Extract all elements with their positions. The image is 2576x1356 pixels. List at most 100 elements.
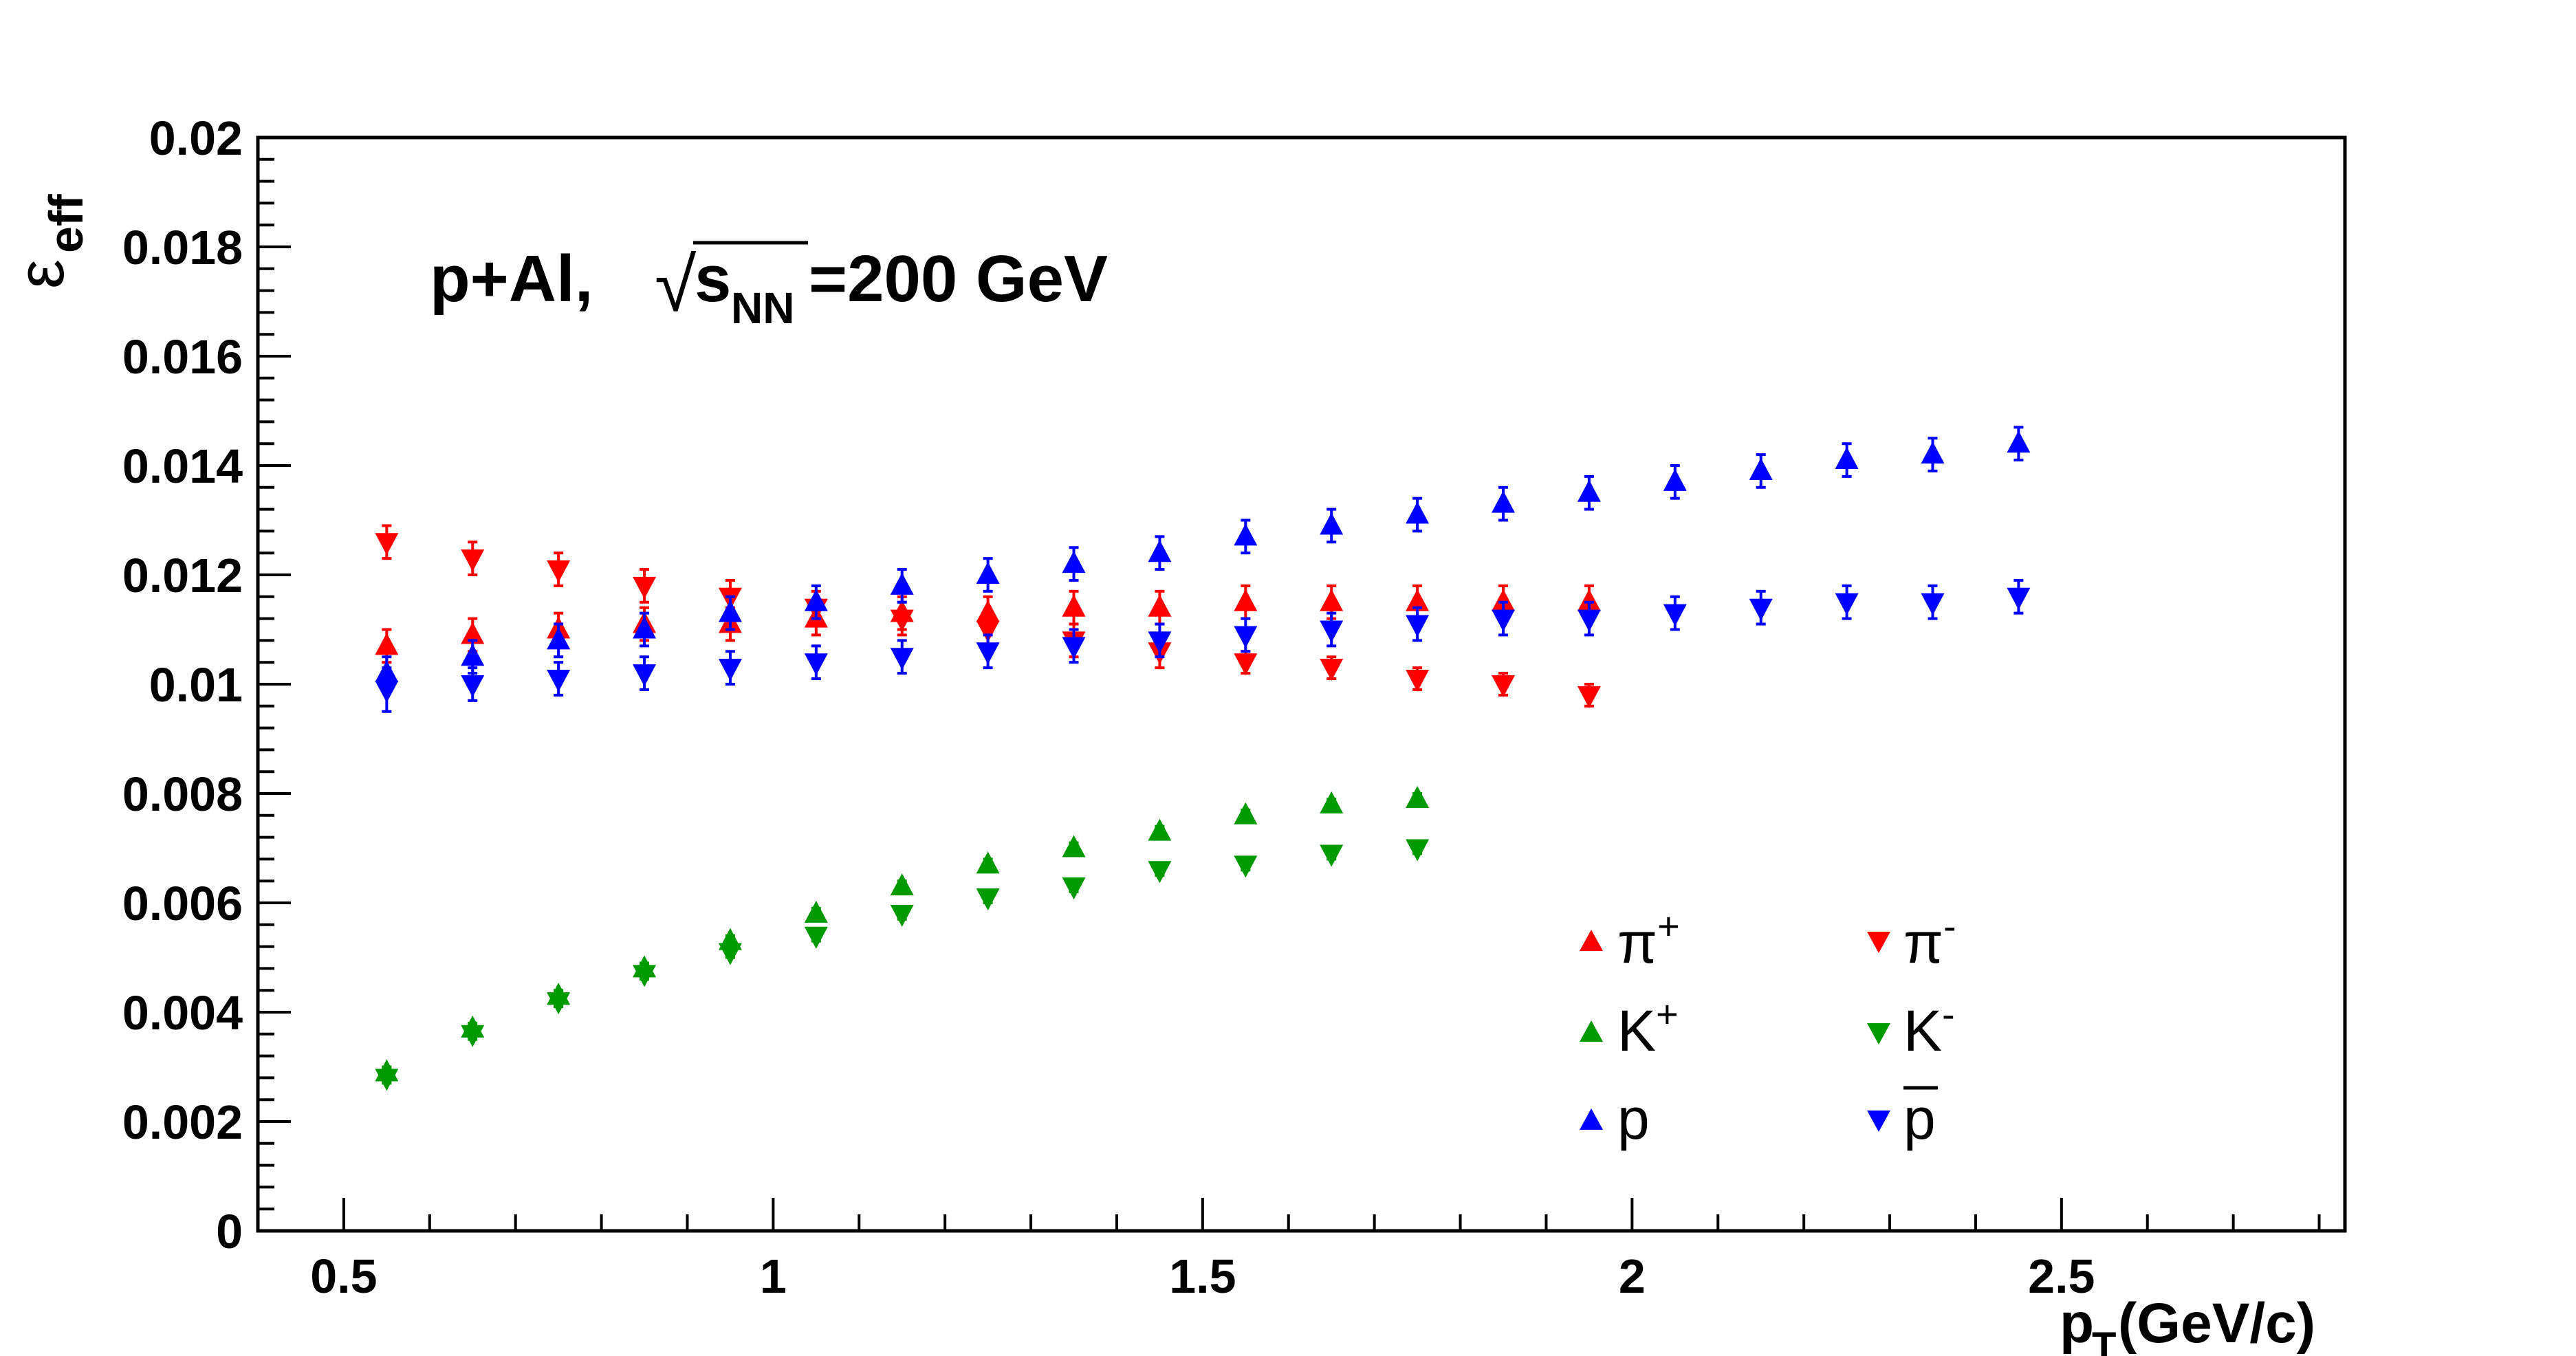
svg-text:p+Al,: p+Al, bbox=[430, 242, 593, 316]
data-point-k-plus bbox=[890, 873, 914, 896]
data-point-k-minus bbox=[1062, 877, 1086, 900]
data-point-antiproton bbox=[633, 664, 657, 687]
data-point-pi-plus bbox=[1148, 594, 1172, 617]
legend-marker-pi-plus bbox=[1580, 930, 1603, 951]
y-tick-label: 0.004 bbox=[122, 986, 243, 1040]
data-point-proton bbox=[890, 572, 914, 595]
data-point-k-minus bbox=[718, 943, 742, 965]
y-tick-label: 0.018 bbox=[122, 221, 243, 274]
series-antiproton bbox=[375, 578, 2031, 713]
x-axis-title-main: p bbox=[2060, 1292, 2094, 1355]
data-point-antiproton bbox=[804, 653, 828, 676]
legend: π+ π- K+ K- p p bbox=[1580, 904, 1956, 1151]
y-axis-title: ε eff bbox=[4, 194, 93, 289]
svg-text:eff: eff bbox=[39, 194, 93, 253]
data-point-antiproton bbox=[1577, 609, 1601, 632]
data-point-k-minus bbox=[633, 965, 657, 987]
data-point-pi-minus bbox=[461, 549, 485, 572]
data-point-k-minus bbox=[547, 992, 571, 1015]
legend-entry-k-minus: K- bbox=[1867, 992, 1955, 1063]
data-point-k-plus bbox=[1062, 835, 1086, 857]
data-point-pi-plus bbox=[1577, 589, 1601, 611]
data-point-pi-plus bbox=[1234, 589, 1258, 611]
data-point-pi-minus bbox=[976, 620, 1000, 643]
legend-sup-k-plus: + bbox=[1656, 992, 1679, 1036]
data-point-antiproton bbox=[890, 648, 914, 670]
data-point-antiproton bbox=[1320, 620, 1344, 643]
data-point-pi-minus bbox=[890, 609, 914, 632]
data-point-antiproton bbox=[1148, 631, 1172, 654]
y-tick-label: 0 bbox=[216, 1205, 243, 1258]
legend-label-proton: p bbox=[1617, 1086, 1650, 1151]
legend-entry-pi-plus: π+ bbox=[1580, 904, 1680, 975]
svg-text:NN: NN bbox=[731, 283, 794, 333]
plot-frame bbox=[256, 135, 2347, 1233]
data-point-pi-minus bbox=[1234, 653, 1258, 676]
data-point-k-minus bbox=[461, 1025, 485, 1047]
data-point-antiproton bbox=[718, 659, 742, 681]
data-point-k-plus bbox=[1320, 791, 1344, 813]
y-tick-label: 0.02 bbox=[149, 111, 243, 165]
y-tick-label: 0.016 bbox=[122, 330, 243, 384]
data-point-proton bbox=[1062, 551, 1086, 573]
y-tick-label: 0.002 bbox=[122, 1095, 243, 1149]
svg-text:=200 GeV: =200 GeV bbox=[809, 242, 1108, 316]
svg-text:π-: π- bbox=[1903, 904, 1956, 975]
svg-text:K+: K+ bbox=[1617, 992, 1679, 1063]
legend-marker-k-minus bbox=[1867, 1023, 1890, 1045]
data-point-pi-minus bbox=[547, 560, 571, 583]
x-tick-label: 1.5 bbox=[1169, 1249, 1236, 1303]
annotation-sqrt: √ bbox=[655, 243, 697, 327]
legend-label-pi-minus: π bbox=[1903, 910, 1943, 975]
data-point-pi-minus bbox=[375, 533, 399, 556]
y-tick-label: 0.012 bbox=[122, 549, 243, 602]
data-point-k-plus bbox=[976, 851, 1000, 874]
series-proton bbox=[375, 426, 2031, 691]
data-point-pi-minus bbox=[1577, 686, 1601, 708]
data-point-antiproton bbox=[1749, 598, 1773, 621]
data-point-antiproton bbox=[1835, 593, 1859, 615]
data-point-k-plus bbox=[804, 900, 828, 923]
legend-sup-pi-plus: + bbox=[1657, 904, 1680, 948]
legend-entry-antiproton: p bbox=[1867, 1086, 1938, 1151]
data-point-k-minus bbox=[890, 904, 914, 927]
data-point-antiproton bbox=[1492, 609, 1516, 632]
svg-text:π+: π+ bbox=[1617, 904, 1680, 975]
data-point-pi-plus bbox=[976, 600, 1000, 622]
data-point-antiproton bbox=[1663, 604, 1687, 626]
svg-text:p: p bbox=[2060, 1292, 2094, 1355]
svg-text:ε: ε bbox=[4, 259, 78, 289]
y-tick-label: 0.01 bbox=[149, 658, 243, 712]
data-point-pi-plus bbox=[1492, 589, 1516, 611]
legend-entry-proton: p bbox=[1580, 1086, 1650, 1151]
data-point-proton bbox=[1148, 540, 1172, 562]
data-point-k-plus bbox=[1234, 802, 1258, 824]
svg-text:p: p bbox=[1903, 1086, 1936, 1151]
legend-marker-proton bbox=[1580, 1108, 1603, 1130]
x-tick-label: 2.5 bbox=[2028, 1249, 2095, 1303]
legend-marker-pi-minus bbox=[1867, 932, 1890, 953]
data-point-antiproton bbox=[461, 675, 485, 697]
svg-text:K-: K- bbox=[1903, 992, 1955, 1063]
legend-label-k-minus: K bbox=[1903, 998, 1942, 1063]
legend-label-pi-plus: π bbox=[1617, 910, 1657, 975]
data-point-k-minus bbox=[1148, 861, 1172, 884]
data-point-pi-minus bbox=[1406, 670, 1430, 692]
x-axis-title-rest: (GeV/c) bbox=[2118, 1292, 2315, 1355]
y-axis-title-sub: eff bbox=[39, 194, 93, 253]
data-point-antiproton bbox=[2007, 587, 2031, 610]
data-point-antiproton bbox=[1921, 593, 1945, 615]
data-point-proton bbox=[547, 627, 571, 650]
data-point-proton bbox=[976, 562, 1000, 584]
data-point-proton bbox=[1577, 479, 1601, 502]
legend-marker-k-plus bbox=[1580, 1020, 1603, 1042]
data-point-proton bbox=[633, 616, 657, 639]
data-point-proton bbox=[461, 644, 485, 666]
y-tick-label: 0.008 bbox=[122, 767, 243, 821]
axis-tick-labels: 0.5 1 1.5 2 2.5 0 0.002 0.004 0.006 0.008 0.01 0.01… bbox=[122, 111, 2095, 1303]
data-point-proton bbox=[2007, 430, 2031, 453]
data-point-k-plus bbox=[1406, 785, 1430, 808]
x-axis-title-sub: T bbox=[2092, 1324, 2116, 1356]
